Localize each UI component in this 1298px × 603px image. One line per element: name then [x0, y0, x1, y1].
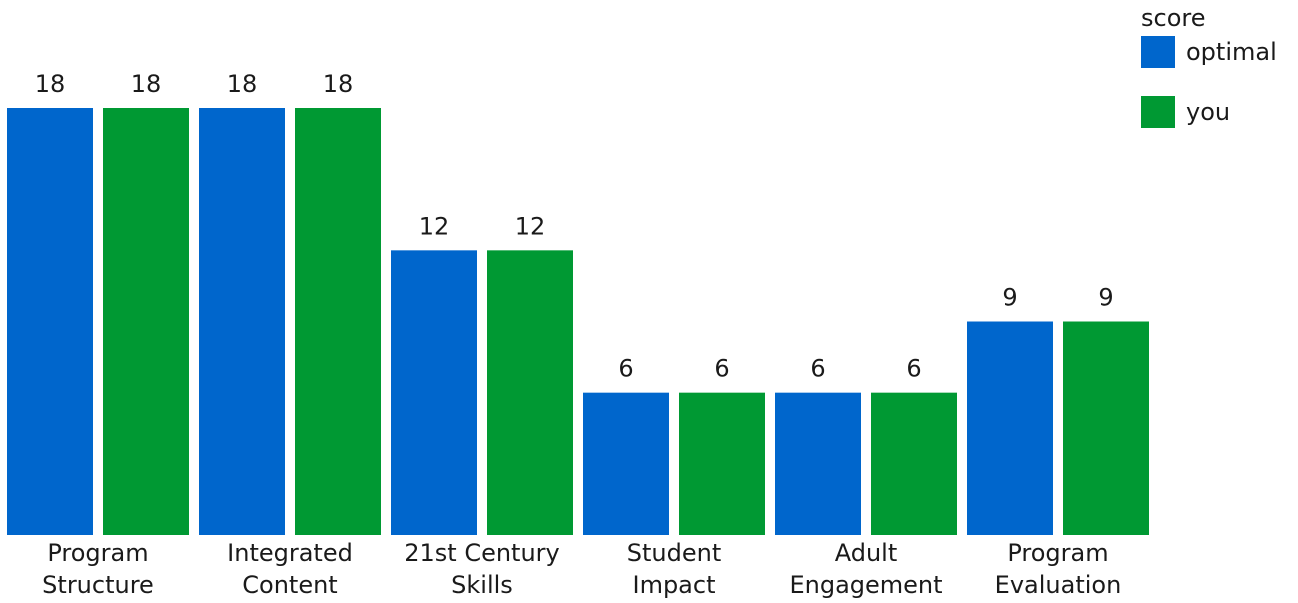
category-label-0-line-1: Structure — [42, 571, 154, 599]
bar-optimal-5 — [967, 321, 1053, 535]
bars-group — [7, 108, 1149, 536]
category-label-5-line-0: Program — [1007, 539, 1108, 567]
value-labels-group: 18 18 18 18 12 12 6 6 6 6 9 9 — [35, 70, 1114, 383]
legend-swatch-optimal — [1141, 36, 1175, 68]
bar-optimal-4 — [775, 392, 861, 535]
value-label-you-1: 18 — [323, 70, 354, 98]
bar-you-4 — [871, 392, 957, 535]
legend-title: score — [1141, 4, 1206, 32]
value-label-optimal-3: 6 — [618, 355, 633, 383]
category-label-2-line-0: 21st Century — [404, 539, 560, 567]
legend-label-optimal: optimal — [1186, 38, 1277, 66]
bar-you-5 — [1063, 321, 1149, 535]
value-label-optimal-1: 18 — [227, 70, 258, 98]
category-label-0-line-0: Program — [47, 539, 148, 567]
bar-optimal-1 — [199, 108, 285, 535]
category-label-1-line-0: Integrated — [227, 539, 353, 567]
category-label-5-line-1: Evaluation — [995, 571, 1122, 599]
legend: score optimal you — [1141, 4, 1277, 128]
bar-you-2 — [487, 250, 573, 536]
value-label-you-3: 6 — [714, 355, 729, 383]
value-label-optimal-5: 9 — [1002, 284, 1017, 312]
value-label-you-4: 6 — [906, 355, 921, 383]
category-label-3-line-0: Student — [627, 539, 721, 567]
legend-label-you: you — [1186, 98, 1230, 126]
bar-you-0 — [103, 108, 189, 535]
bar-optimal-0 — [7, 108, 93, 535]
value-label-you-2: 12 — [515, 212, 546, 240]
value-label-optimal-2: 12 — [419, 212, 450, 240]
bar-you-3 — [679, 392, 765, 535]
value-label-optimal-4: 6 — [810, 355, 825, 383]
category-label-1-line-1: Content — [242, 571, 337, 599]
bar-optimal-3 — [583, 392, 669, 535]
bar-you-1 — [295, 108, 381, 535]
category-label-3-line-1: Impact — [632, 571, 715, 599]
bar-optimal-2 — [391, 250, 477, 536]
legend-swatch-you — [1141, 96, 1175, 128]
category-label-4-line-0: Adult — [835, 539, 898, 567]
value-label-optimal-0: 18 — [35, 70, 66, 98]
value-label-you-0: 18 — [131, 70, 162, 98]
category-label-2-line-1: Skills — [451, 571, 513, 599]
category-labels-group: Program Structure Integrated Content 21st Ce… — [42, 539, 1121, 599]
value-label-you-5: 9 — [1098, 284, 1113, 312]
category-label-4-line-1: Engagement — [789, 571, 942, 599]
